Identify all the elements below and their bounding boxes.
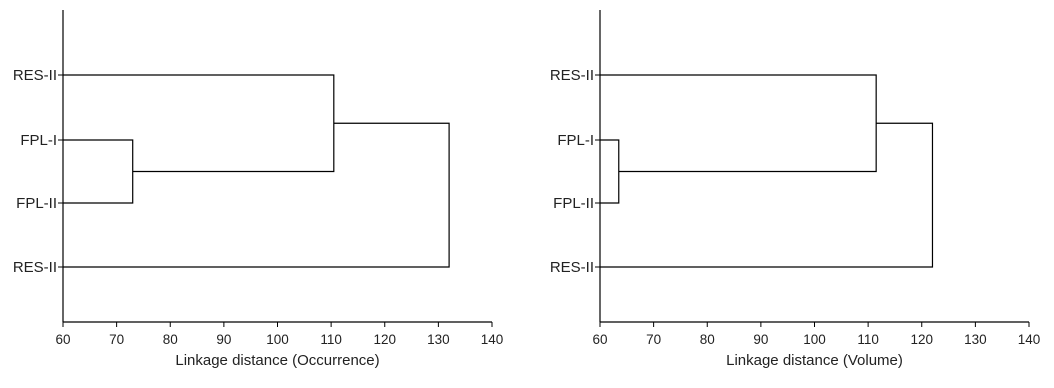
x-tick-label: 60	[592, 332, 607, 347]
leaf-label: RES-II	[550, 67, 594, 84]
leaf-label: FPL-II	[16, 195, 57, 212]
x-tick-label: 100	[803, 332, 826, 347]
leaf-label: FPL-I	[20, 132, 57, 149]
x-tick-label: 120	[910, 332, 933, 347]
leaf-label: RES-II	[550, 259, 594, 276]
dendrogram-link	[63, 122, 450, 268]
x-tick-label: 140	[481, 332, 504, 347]
dendrogram-link	[600, 139, 620, 204]
x-tick-label: 80	[700, 332, 715, 347]
x-tick-label: 80	[163, 332, 178, 347]
dendrogram-link	[63, 139, 134, 204]
leaf-label: FPL-I	[557, 132, 594, 149]
x-tick-label: 130	[427, 332, 450, 347]
leaf-label: FPL-II	[553, 195, 594, 212]
leaf-label: RES-II	[13, 67, 57, 84]
dendrogram-link	[600, 74, 877, 173]
x-axis-title: Linkage distance (Occurrence)	[175, 352, 379, 369]
x-tick-label: 70	[646, 332, 661, 347]
x-tick-label: 130	[964, 332, 987, 347]
x-tick-label: 110	[320, 332, 342, 347]
x-tick-label: 100	[266, 332, 289, 347]
x-tick-label: 90	[753, 332, 768, 347]
dendrogram-link	[63, 74, 335, 173]
x-tick-label: 120	[373, 332, 396, 347]
x-tick-label: 90	[216, 332, 231, 347]
x-tick-label: 60	[55, 332, 70, 347]
dendrogram-link	[600, 122, 934, 268]
x-tick-label: 110	[857, 332, 879, 347]
x-tick-label: 70	[109, 332, 124, 347]
dendrogram-panel-volume: 60 70 80 90 100 110 120 130 140 Linkage distance …	[550, 10, 1040, 369]
x-axis-title: Linkage distance (Volume)	[726, 352, 903, 369]
leaf-label: RES-II	[13, 259, 57, 276]
dendrogram-panel-occurrence: 60 70 80 90 100 110 120 130 140 Linkage distance …	[13, 10, 503, 369]
x-tick-label: 140	[1018, 332, 1041, 347]
